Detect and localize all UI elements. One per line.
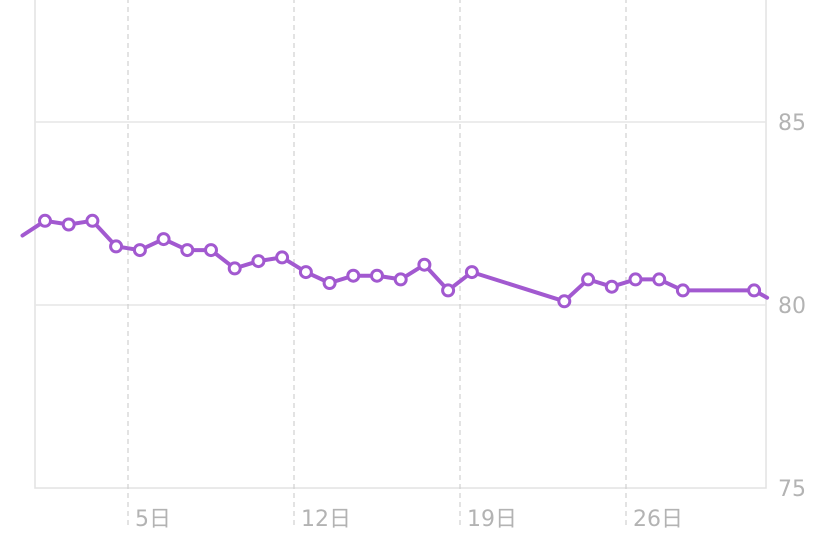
plot-area-border bbox=[34, 0, 767, 489]
data-point bbox=[275, 250, 290, 265]
x-tick-label: 12日 bbox=[301, 507, 351, 532]
data-point bbox=[604, 279, 619, 294]
data-point bbox=[251, 254, 266, 269]
data-point bbox=[441, 283, 456, 298]
data-point bbox=[61, 217, 76, 232]
series-line bbox=[20, 218, 770, 304]
x-axis-ticks: 5日 12日 19日 26日 bbox=[135, 507, 683, 532]
x-tick-label: 26日 bbox=[633, 507, 683, 532]
data-point bbox=[581, 272, 596, 287]
y-tick-label: 80 bbox=[778, 294, 806, 319]
y-axis-ticks: 85 80 75 bbox=[778, 111, 806, 502]
data-point bbox=[298, 265, 313, 280]
data-point bbox=[38, 213, 52, 228]
data-point bbox=[464, 265, 479, 280]
data-point bbox=[747, 283, 762, 298]
data-point bbox=[393, 272, 408, 287]
data-point bbox=[417, 257, 432, 272]
data-point bbox=[652, 272, 667, 287]
data-point bbox=[204, 243, 218, 258]
data-point bbox=[180, 243, 195, 258]
grid-lines bbox=[35, 0, 766, 526]
data-point bbox=[322, 276, 337, 290]
data-point bbox=[628, 272, 643, 287]
data-point bbox=[156, 232, 171, 247]
y-tick-label: 75 bbox=[778, 477, 806, 502]
data-point bbox=[370, 268, 384, 283]
data-point bbox=[227, 261, 242, 276]
y-tick-label: 85 bbox=[778, 111, 806, 136]
series-layer bbox=[20, 213, 770, 309]
data-point bbox=[557, 294, 572, 309]
data-point bbox=[109, 239, 124, 254]
data-point bbox=[675, 283, 690, 298]
x-tick-label: 5日 bbox=[135, 507, 171, 532]
x-tick-label: 19日 bbox=[467, 507, 517, 532]
data-point bbox=[132, 243, 147, 258]
data-point bbox=[346, 268, 361, 283]
data-point bbox=[85, 213, 100, 228]
